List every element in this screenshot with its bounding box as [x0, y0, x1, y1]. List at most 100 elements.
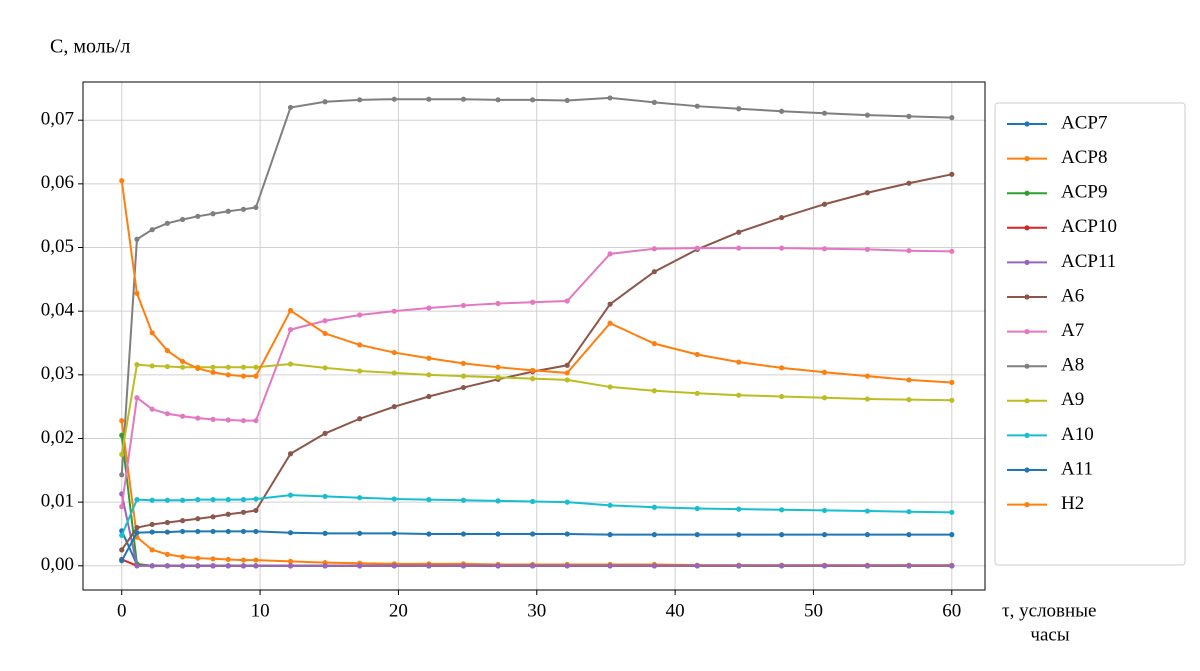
point: [119, 532, 125, 538]
point: [195, 555, 201, 561]
point: [164, 220, 170, 226]
point: [287, 558, 294, 564]
point: [564, 499, 570, 505]
point: [906, 509, 912, 515]
series-line: [120, 493, 952, 567]
point: [391, 349, 397, 356]
point: [357, 97, 363, 103]
point: [607, 563, 613, 569]
point: [779, 245, 785, 251]
point: [164, 563, 170, 569]
point: [821, 395, 828, 401]
legend-marker: [1024, 225, 1030, 231]
point: [651, 246, 657, 252]
point: [779, 507, 785, 513]
point: [564, 97, 570, 104]
point: [694, 351, 700, 358]
point: [564, 298, 570, 304]
point: [134, 497, 140, 503]
x-tick-label: 30: [527, 600, 546, 621]
point: [240, 364, 247, 370]
point: [779, 108, 785, 114]
point: [240, 557, 247, 563]
point: [736, 392, 742, 398]
point: [164, 519, 170, 526]
point: [821, 532, 828, 538]
point: [495, 531, 501, 537]
point: [225, 556, 231, 563]
point: [134, 290, 140, 296]
point: [287, 451, 294, 457]
point: [253, 528, 259, 535]
point: [225, 417, 231, 423]
point: [225, 372, 231, 378]
point: [564, 362, 570, 368]
point: [736, 245, 742, 251]
point: [240, 497, 247, 503]
point: [779, 365, 785, 371]
point: [322, 563, 328, 569]
point: [119, 504, 125, 510]
point: [149, 529, 155, 535]
point: [694, 103, 700, 109]
point: [821, 563, 828, 569]
point: [495, 374, 501, 380]
point: [240, 206, 247, 212]
point: [949, 532, 955, 538]
legend-marker: [1024, 259, 1030, 265]
point: [357, 342, 363, 348]
point: [779, 393, 785, 400]
point: [694, 505, 700, 512]
point: [607, 95, 613, 101]
legend-label: H2: [1061, 493, 1084, 514]
point: [530, 498, 536, 505]
point: [530, 531, 536, 537]
x-tick-label: 20: [389, 600, 408, 621]
point: [210, 556, 216, 562]
legend-label: A8: [1061, 355, 1084, 376]
point: [736, 359, 742, 365]
point: [164, 551, 170, 557]
point: [391, 308, 397, 314]
point: [149, 363, 155, 369]
point: [119, 558, 125, 564]
x-tick-label: 0: [117, 600, 127, 621]
point: [225, 528, 231, 535]
point: [495, 563, 501, 569]
point: [391, 370, 397, 376]
point: [180, 497, 186, 503]
point: [119, 451, 125, 458]
legend-label: A11: [1061, 458, 1093, 479]
point: [180, 563, 186, 569]
legend-marker: [1024, 502, 1030, 508]
legend-marker: [1024, 121, 1030, 127]
point: [164, 529, 170, 535]
x-tick-label: 50: [804, 600, 823, 621]
point: [736, 532, 742, 538]
point: [460, 360, 467, 366]
point: [821, 369, 828, 375]
point: [651, 563, 657, 569]
point: [906, 563, 912, 569]
series-line: [120, 494, 952, 536]
point: [460, 373, 467, 379]
point: [607, 384, 613, 390]
point: [210, 497, 216, 503]
x-axis-label: часы: [1030, 624, 1069, 645]
point: [906, 113, 912, 119]
point: [651, 532, 657, 538]
point: [779, 563, 785, 569]
point: [694, 245, 700, 251]
point: [460, 563, 467, 569]
point: [736, 106, 742, 112]
point: [287, 327, 294, 333]
point: [906, 397, 912, 403]
point: [134, 362, 140, 368]
point: [240, 528, 247, 535]
y-tick-label: 0,00: [41, 554, 74, 575]
point: [149, 521, 155, 528]
point: [134, 395, 140, 401]
point: [253, 373, 259, 379]
point: [119, 432, 125, 438]
point: [864, 563, 871, 569]
